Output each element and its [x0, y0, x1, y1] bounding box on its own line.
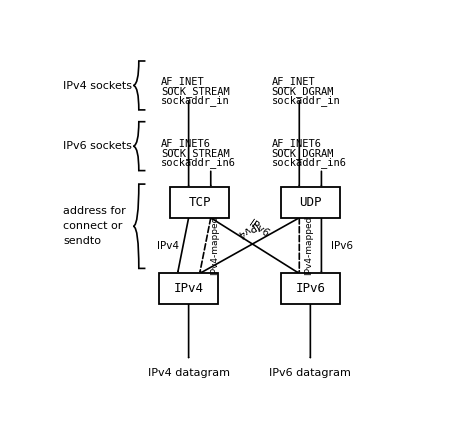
- Text: IPv4: IPv4: [174, 282, 204, 295]
- Text: IPv4: IPv4: [158, 240, 179, 251]
- FancyArrowPatch shape: [201, 218, 299, 272]
- Text: TCP: TCP: [188, 196, 211, 209]
- Text: IPv6 sockets: IPv6 sockets: [63, 141, 132, 151]
- Text: AF_INET: AF_INET: [272, 76, 316, 87]
- Text: IPv6 datagram: IPv6 datagram: [269, 368, 351, 378]
- Text: IPv4-mapped: IPv4-mapped: [304, 216, 313, 276]
- Text: sockaddr_in6: sockaddr_in6: [161, 157, 236, 168]
- FancyArrowPatch shape: [200, 218, 211, 272]
- Text: IPv4: IPv4: [234, 219, 258, 239]
- Text: AF_INET6: AF_INET6: [272, 138, 322, 149]
- Text: AF_INET6: AF_INET6: [161, 138, 211, 149]
- Text: sockaddr_in: sockaddr_in: [161, 95, 230, 106]
- Text: IPv6: IPv6: [295, 282, 326, 295]
- FancyArrowPatch shape: [211, 218, 298, 272]
- Text: AF_INET: AF_INET: [161, 76, 205, 87]
- Text: IPv4-mapped: IPv4-mapped: [210, 216, 219, 276]
- Bar: [170, 187, 229, 218]
- Bar: [281, 187, 340, 218]
- FancyArrowPatch shape: [178, 218, 188, 272]
- Text: IPv6: IPv6: [247, 218, 270, 239]
- Bar: [281, 273, 340, 304]
- Text: UDP: UDP: [299, 196, 322, 209]
- Text: IPv4 sockets: IPv4 sockets: [63, 81, 132, 91]
- Text: sockaddr_in: sockaddr_in: [272, 95, 340, 106]
- Text: address for
connect or
sendto: address for connect or sendto: [63, 206, 126, 246]
- Text: IPv6: IPv6: [331, 240, 353, 251]
- Bar: [159, 273, 218, 304]
- Text: IPv4 datagram: IPv4 datagram: [148, 368, 229, 378]
- Text: SOCK_STREAM: SOCK_STREAM: [161, 85, 230, 96]
- Text: sockaddr_in6: sockaddr_in6: [272, 157, 347, 168]
- Text: SOCK_STREAM: SOCK_STREAM: [161, 148, 230, 159]
- Text: SOCK_DGRAM: SOCK_DGRAM: [272, 148, 334, 159]
- Text: SOCK_DGRAM: SOCK_DGRAM: [272, 85, 334, 96]
